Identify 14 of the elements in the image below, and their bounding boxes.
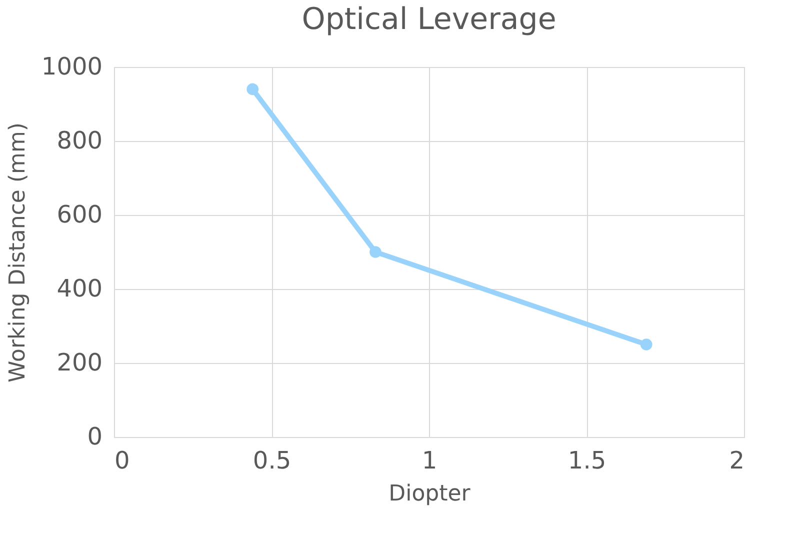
y-tick-label: 400 [56, 274, 102, 302]
y-tick-label: 600 [56, 200, 102, 228]
y-axis-title: Working Distance (mm) [5, 122, 30, 382]
x-tick-label: 2 [729, 446, 744, 474]
x-tick-label: 1 [422, 446, 438, 474]
y-tick-label: 0 [87, 422, 102, 450]
x-tick-label: 0 [114, 446, 130, 474]
y-tick-label: 200 [56, 348, 102, 376]
chart-title: Optical Leverage [302, 2, 556, 37]
x-tick-label: 1.5 [568, 446, 606, 474]
y-tick-label: 800 [56, 126, 102, 154]
y-tick-label: 1000 [41, 52, 102, 80]
x-tick-label: 0.5 [252, 446, 292, 474]
x-axis-title: Diopter [388, 482, 472, 506]
